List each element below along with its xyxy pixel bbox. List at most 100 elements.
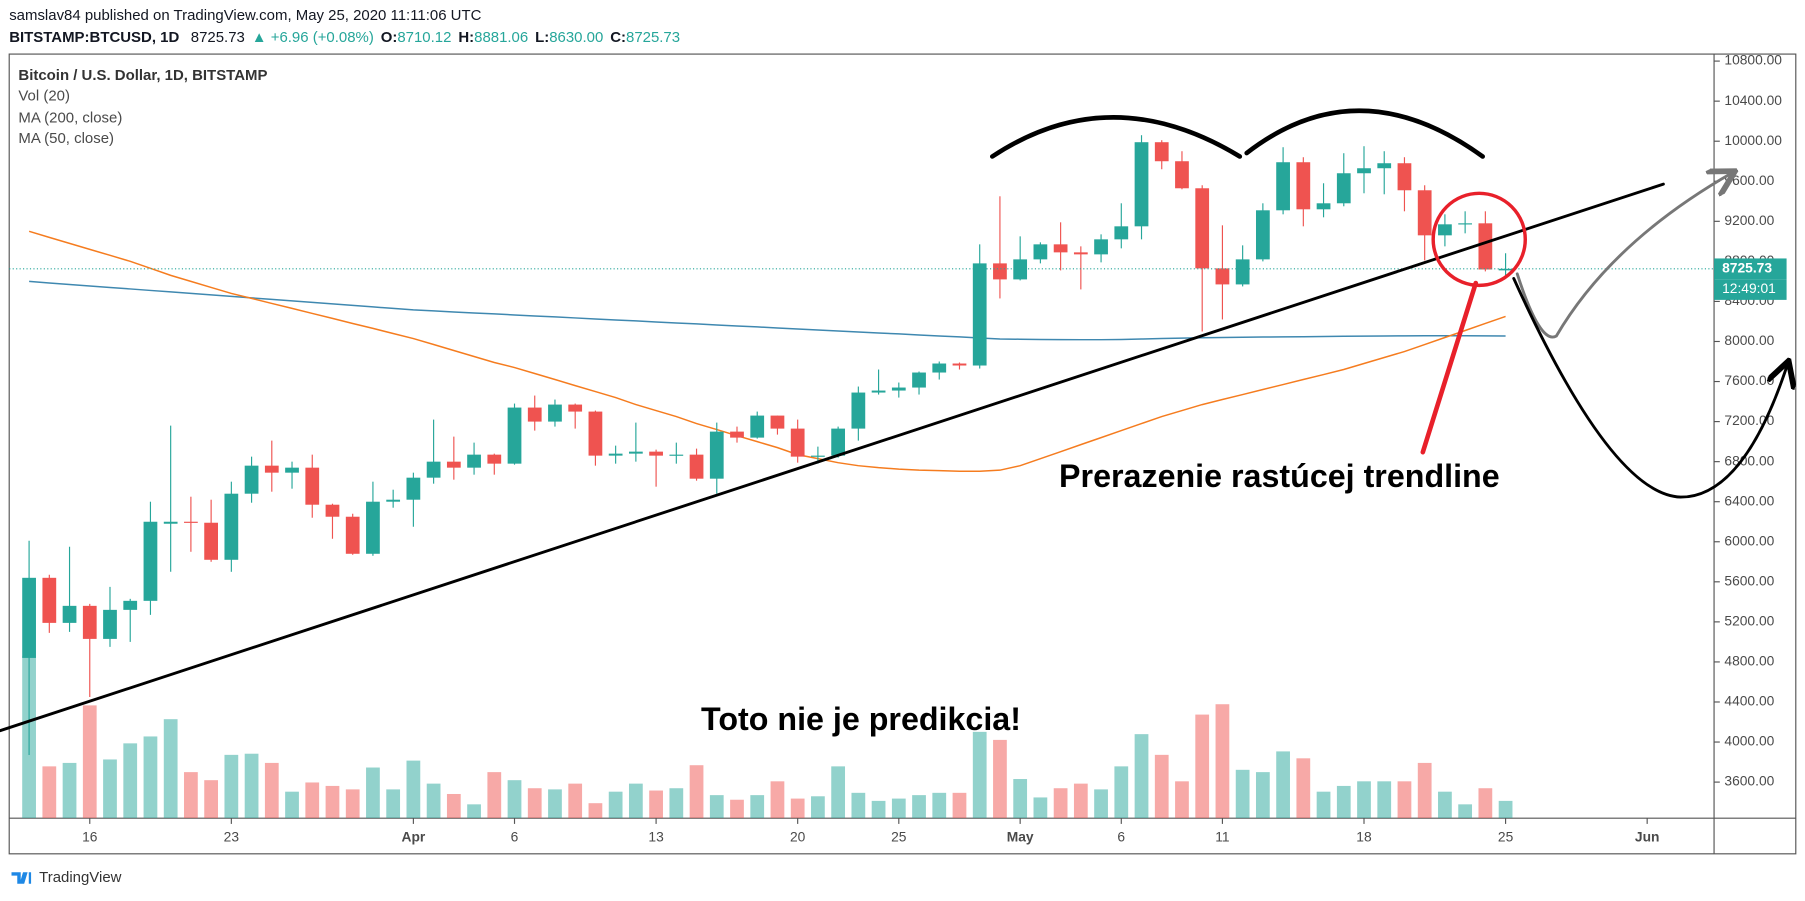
x-tick-label: Jun [1635,828,1660,844]
candle-body [588,411,603,456]
volume-bar [42,766,57,819]
symbol: BITSTAMP:BTCUSD, 1D [9,29,179,46]
volume-bar [1195,714,1210,819]
volume-bar [1255,772,1270,819]
candle-body [1255,210,1270,260]
volume-bar [1397,781,1412,819]
candle-body [669,454,684,456]
candle-body [204,522,219,560]
x-tick-label: 18 [1356,828,1372,844]
y-tick-label: 10000.00 [1724,132,1782,148]
candle-body [406,477,421,500]
volume-bar [1438,791,1452,819]
volume-bar [1316,791,1331,819]
ohlc-label: O: [381,29,398,46]
x-tick-label: 20 [790,828,806,844]
candle-body [163,521,178,524]
ma-line [29,280,1506,341]
volume-bar [386,789,401,819]
volume-bar [82,705,97,819]
candle-body [1053,244,1068,253]
volume-bar [628,783,643,819]
volume-bar [1377,781,1392,819]
ohlc-label: H: [458,29,474,46]
candle-body [1397,163,1412,191]
candle-body [932,363,947,373]
last-price-label: 8725.73 [1722,259,1772,275]
volume-bar [1296,758,1311,819]
shoulder-arc [1244,108,1485,159]
published-line: samslav84 published on TradingView.com, … [9,7,481,24]
volume-bar [649,790,663,819]
volume-bar [244,753,259,819]
trendline [0,182,1665,733]
ohlc-value: 8710.12 [397,29,451,46]
y-tick-label: 4800.00 [1724,653,1774,669]
volume-bar [507,780,522,819]
volume-bar [163,719,178,819]
legend-entry: MA (200, close) [18,109,122,126]
volume-bar [952,792,967,819]
ma-line [28,230,1506,472]
candle-body [912,372,926,388]
volume-bar [1154,754,1169,819]
drawings [0,108,1788,733]
header-price: 8725.73 [191,29,245,46]
candle-body [831,428,846,456]
candle-body [184,521,198,523]
candle-body [649,451,663,456]
ohlc-value: 8881.06 [474,29,528,46]
candle-body [891,387,906,391]
volume-bar [204,780,219,819]
volume-bar [426,783,441,819]
candle-body [1235,259,1250,285]
candle-body [548,404,562,422]
brand: TradingView [39,869,122,886]
volume-bar [264,762,279,819]
volume-bar [993,739,1007,819]
candle-body [143,521,158,601]
volume-bar [750,795,765,819]
volume-bar [608,791,623,819]
candle-body [527,407,542,422]
y-tick-label: 10400.00 [1724,92,1782,108]
volume-bar [224,754,239,819]
last-price-box [1714,258,1787,280]
volume-bar [103,759,117,819]
annotation: Toto nie je predikcia! [701,701,1021,737]
candle-body [993,263,1007,280]
volume-bar [325,785,340,819]
volume-bar [62,762,77,819]
volume-bar [123,743,138,819]
shoulder-arc [989,115,1243,159]
candle-body [22,577,36,658]
ohlc-value: 8630.00 [549,29,603,46]
volume-bar [851,792,866,819]
candle-body [1134,142,1149,227]
volume-bar [1114,766,1129,819]
axes-layer: 3600.00 4000.00 4400.00 4800.00 5200.00 5600.… [9,52,1787,844]
volume-bar [527,788,542,819]
candle-body [1498,268,1513,271]
candle-body [1215,268,1230,285]
ohlc-label: L: [535,29,549,46]
candle-body [305,467,320,505]
volume-bar [689,765,704,819]
candle-body [42,577,57,623]
scenario-arrow [1512,277,1788,499]
volume-bar [446,793,461,819]
y-tick-label: 4400.00 [1724,693,1774,709]
x-tick-label: 25 [891,828,907,844]
volume-bar [730,799,744,819]
chart-title: Bitcoin / U.S. Dollar, 1D, BITSTAMP [18,67,267,84]
volume-bar [1336,785,1351,819]
y-tick-label: 5600.00 [1724,572,1774,588]
candle-body [487,454,502,464]
candle-body [770,415,785,429]
volume-bar [1276,751,1290,819]
candle-body [224,493,239,560]
volume-bar [1073,783,1088,819]
volume-bar [345,789,360,819]
volume-bar [1215,704,1230,819]
